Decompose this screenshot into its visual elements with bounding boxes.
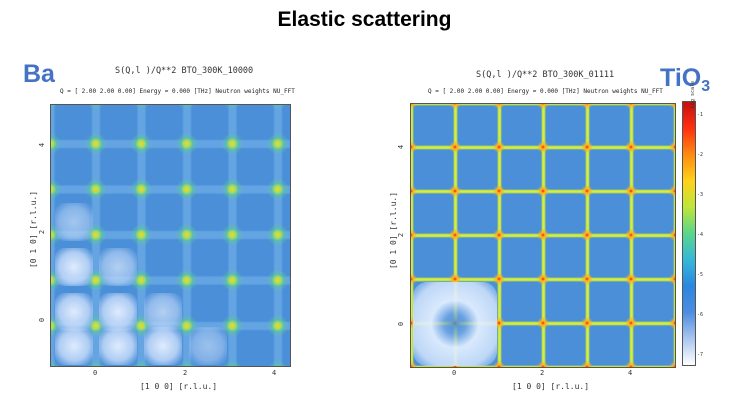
left-x-tick: 2: [183, 369, 188, 377]
left-y-tick: 2: [38, 229, 47, 235]
colorbar: [682, 101, 696, 366]
slide-title: Elastic scattering: [277, 8, 452, 31]
diffuse-blob: [413, 282, 497, 366]
diffuse-blob: [55, 203, 93, 241]
right-x-tick: 2: [540, 369, 545, 377]
colorbar-label: Log scale: [690, 80, 696, 108]
right-x-tick: 0: [452, 369, 457, 377]
diffuse-blob: [55, 248, 93, 286]
diffuse-blob: [189, 327, 227, 365]
colorbar-tick: -2: [697, 152, 704, 158]
colorbar-tick: -3: [697, 192, 704, 198]
right-y-tick: 0: [397, 321, 406, 327]
ba-label: Ba: [23, 60, 55, 88]
diffuse-blob: [144, 327, 182, 365]
colorbar-tick: -6: [697, 312, 704, 318]
tio3-scattering-map: [410, 103, 676, 368]
left-x-tick: 4: [272, 369, 277, 377]
left-plot-title: S(Q,l )/Q**2 BTO_300K_10000: [115, 66, 254, 76]
right-y-axis-label: [0 1 0] [r.l.u.]: [389, 191, 399, 270]
left-x-tick: 0: [93, 369, 98, 377]
left-y-tick: 4: [38, 142, 47, 148]
left-y-tick: 0: [38, 317, 47, 323]
diffuse-blob: [99, 293, 137, 331]
right-x-axis-label: [1 0 0] [r.l.u.]: [512, 382, 590, 391]
colorbar-tick: -1: [697, 112, 704, 118]
diffuse-blob: [99, 248, 137, 286]
left-x-axis-label: [1 0 0] [r.l.u.]: [140, 382, 218, 391]
tio3-label: TiO3: [660, 64, 711, 95]
colorbar-tick: -7: [697, 352, 704, 358]
right-plot-title: S(Q,l )/Q**2 BTO_300K_01111: [476, 70, 615, 80]
colorbar-tick: -5: [697, 272, 704, 278]
left-plot-subtitle: Q = [ 2.00 2.00 0.00] Energy = 0.000 [TH…: [60, 88, 295, 95]
diffuse-blob: [55, 327, 93, 365]
right-x-tick: 4: [628, 369, 633, 377]
left-y-axis-label: [0 1 0] [r.l.u.]: [29, 190, 39, 269]
ba-scattering-map: [50, 104, 291, 367]
diffuse-blob: [144, 293, 182, 331]
right-plot-subtitle: Q = [ 2.00 2.00 0.00] Energy = 0.000 [TH…: [428, 88, 663, 95]
right-y-tick: 2: [397, 232, 406, 238]
right-y-tick: 4: [397, 144, 406, 150]
diffuse-blob: [99, 327, 137, 365]
colorbar-tick: -4: [697, 232, 704, 238]
diffuse-blob: [55, 293, 93, 331]
